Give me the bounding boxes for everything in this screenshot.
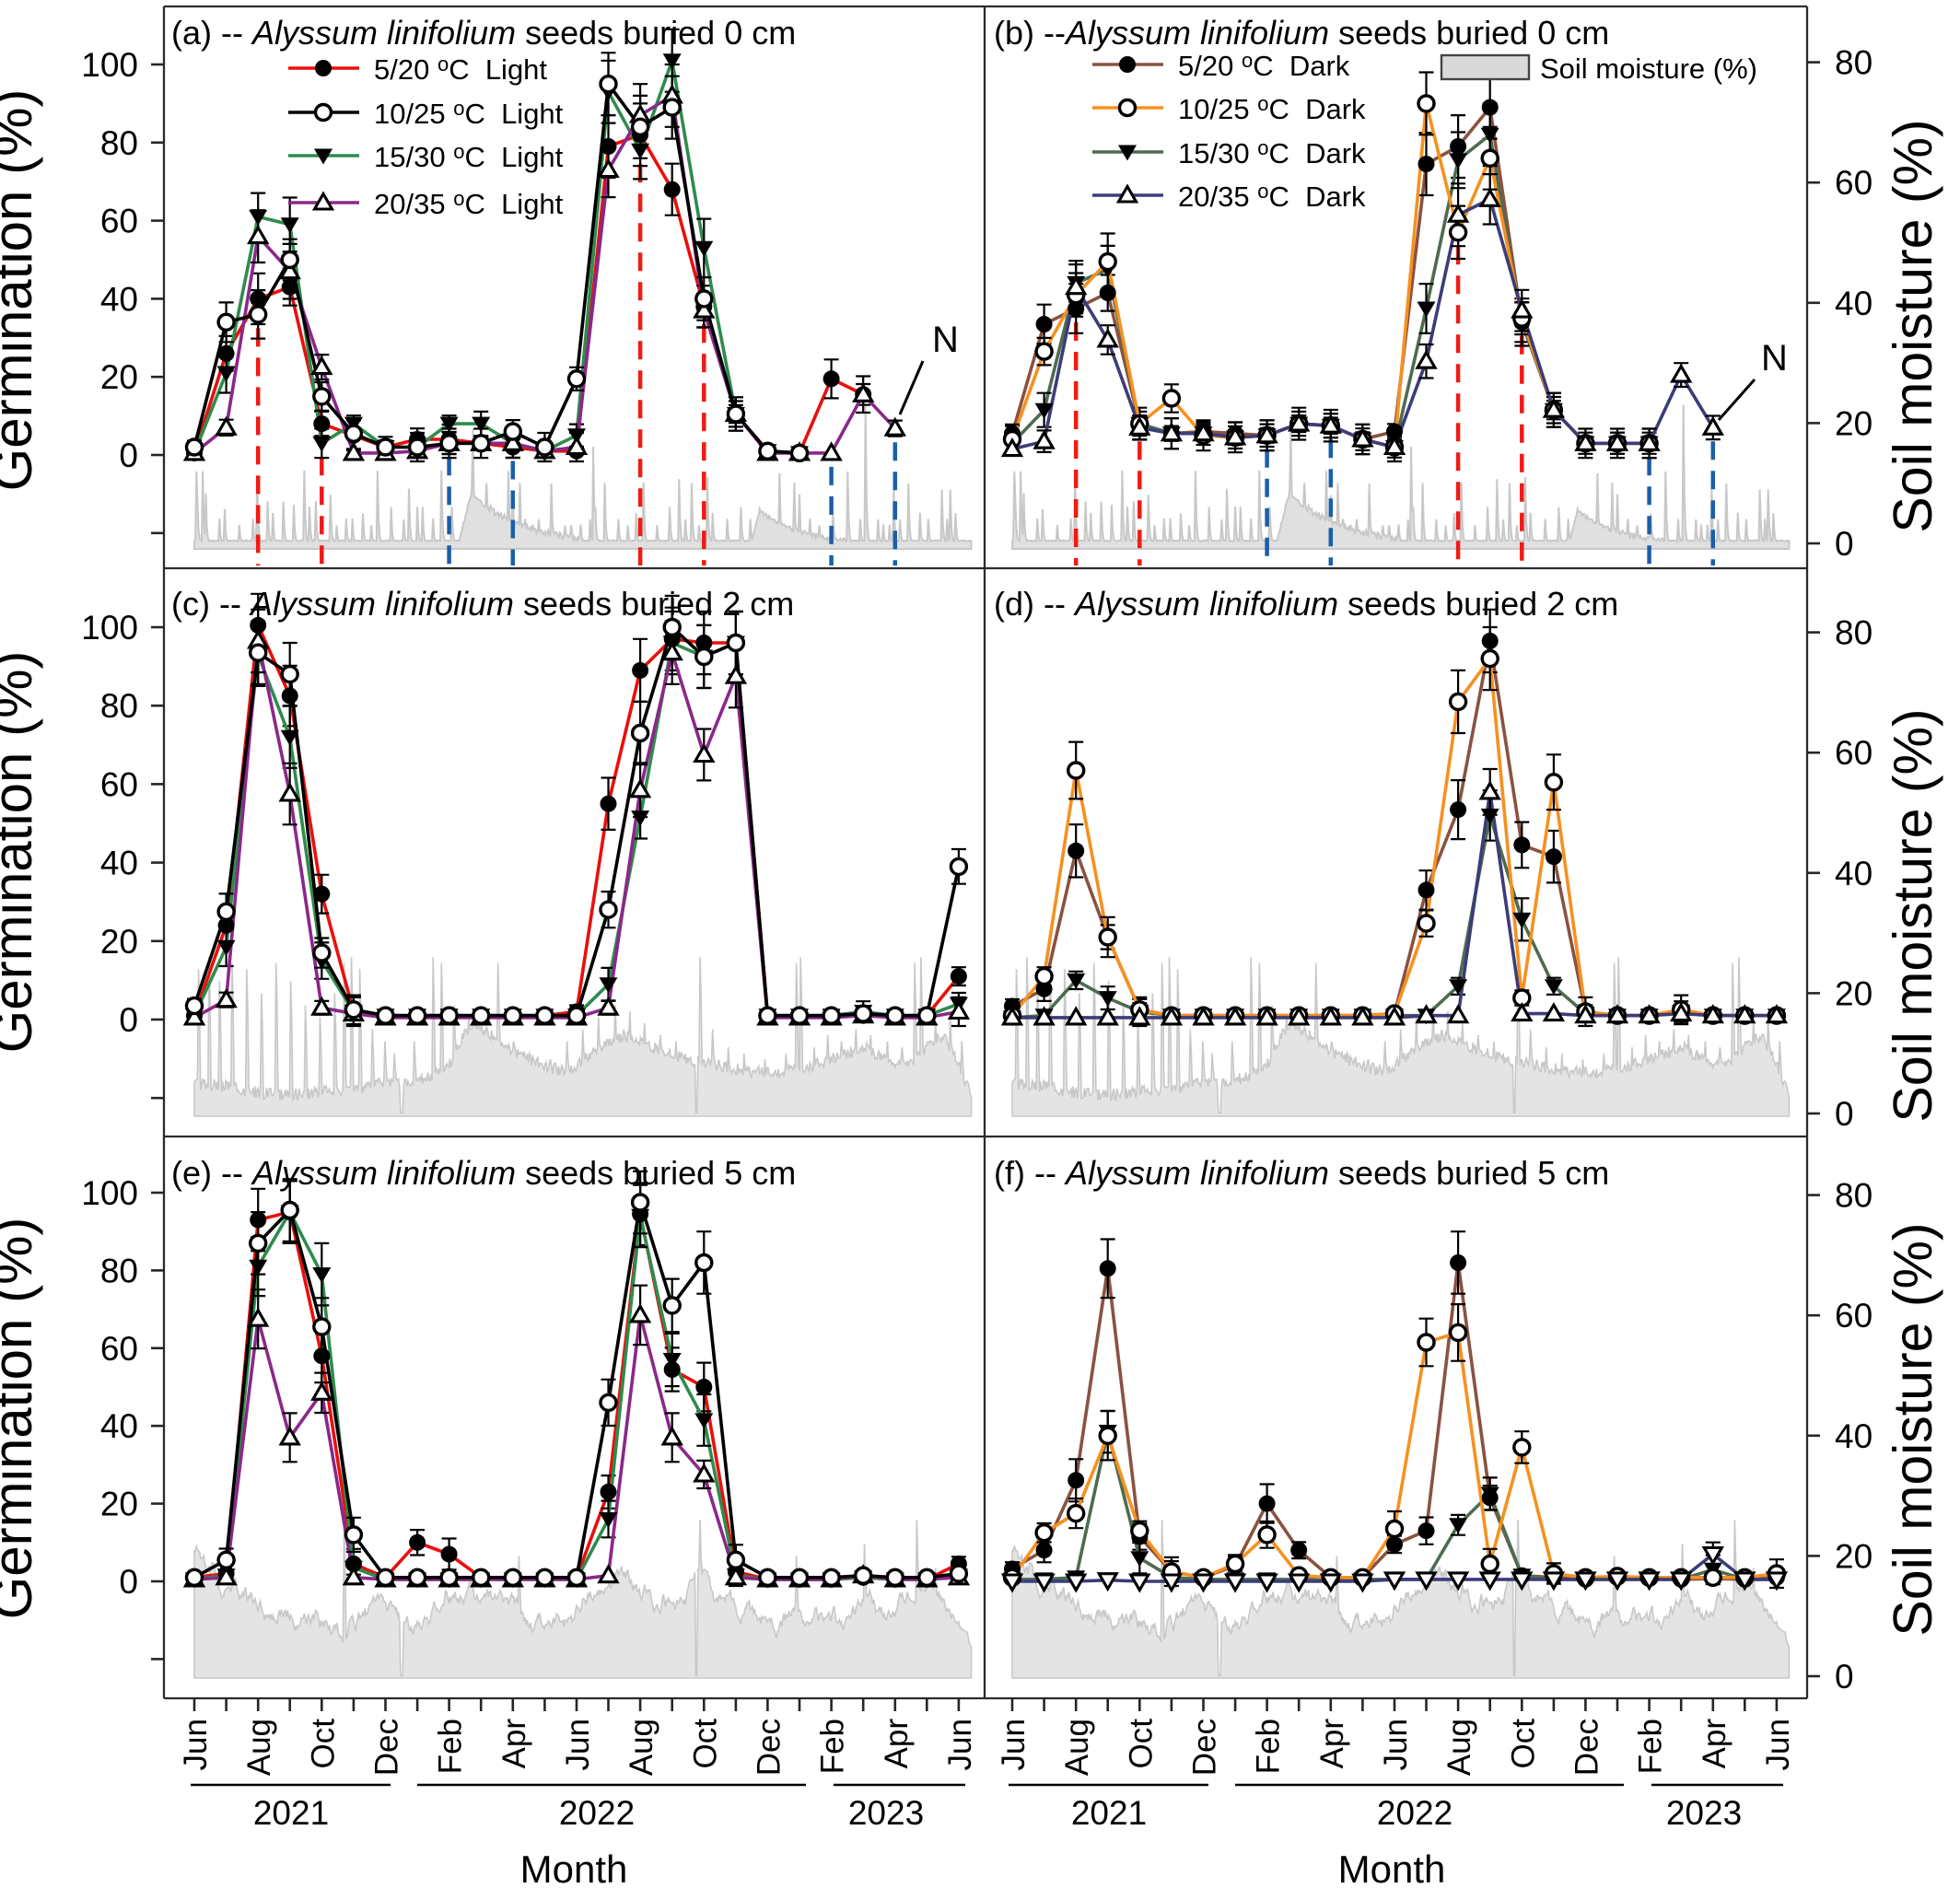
svg-text:Month: Month bbox=[1338, 1848, 1446, 1891]
svg-text:80: 80 bbox=[1835, 1177, 1872, 1215]
svg-text:N: N bbox=[1761, 338, 1788, 379]
svg-text:(b) --Alyssum linifolium seeds: (b) --Alyssum linifolium seeds buried 0 … bbox=[994, 14, 1609, 52]
svg-text:80: 80 bbox=[100, 687, 138, 725]
svg-text:(e) -- Alyssum linifolium seed: (e) -- Alyssum linifolium seeds buried 5… bbox=[171, 1154, 796, 1192]
svg-text:Germination (%): Germination (%) bbox=[0, 1218, 43, 1620]
svg-text:40: 40 bbox=[1835, 1417, 1872, 1455]
svg-text:Month: Month bbox=[520, 1848, 628, 1891]
svg-text:80: 80 bbox=[100, 1252, 138, 1289]
svg-text:Oct: Oct bbox=[1505, 1719, 1541, 1769]
svg-text:Oct: Oct bbox=[1123, 1719, 1159, 1769]
svg-text:(d) -- Alyssum linifolium seed: (d) -- Alyssum linifolium seeds buried 2… bbox=[994, 585, 1618, 623]
svg-text:Jun: Jun bbox=[560, 1719, 596, 1770]
svg-text:Jun: Jun bbox=[1378, 1719, 1414, 1770]
svg-text:Soil moisture (%): Soil moisture (%) bbox=[1540, 52, 1757, 85]
svg-text:(f) -- Alyssum linifolium seed: (f) -- Alyssum linifolium seeds buried 5… bbox=[994, 1154, 1609, 1192]
svg-text:Feb: Feb bbox=[433, 1719, 469, 1774]
svg-text:20: 20 bbox=[1835, 404, 1872, 442]
svg-text:Aug: Aug bbox=[624, 1719, 659, 1776]
svg-text:Dec: Dec bbox=[1569, 1719, 1604, 1776]
svg-text:40: 40 bbox=[1835, 855, 1872, 892]
svg-text:Aug: Aug bbox=[1441, 1719, 1477, 1776]
svg-text:Feb: Feb bbox=[815, 1719, 851, 1774]
svg-text:60: 60 bbox=[1835, 164, 1872, 202]
svg-text:Oct: Oct bbox=[687, 1719, 723, 1769]
svg-text:20: 20 bbox=[100, 358, 138, 396]
svg-text:Aug: Aug bbox=[241, 1719, 277, 1776]
svg-text:2023: 2023 bbox=[848, 1794, 924, 1832]
svg-text:20/35 oC Light: 20/35 oC Light bbox=[374, 187, 564, 220]
svg-text:60: 60 bbox=[100, 203, 138, 240]
svg-text:2021: 2021 bbox=[1071, 1794, 1147, 1832]
svg-text:(a) -- Alyssum linifolium seed: (a) -- Alyssum linifolium seeds buried 0… bbox=[171, 14, 796, 52]
svg-text:20: 20 bbox=[100, 923, 138, 961]
svg-text:100: 100 bbox=[81, 1174, 138, 1212]
svg-text:5/20 oC Light: 5/20 oC Light bbox=[374, 52, 547, 86]
svg-text:Feb: Feb bbox=[1251, 1719, 1287, 1774]
svg-text:2021: 2021 bbox=[253, 1794, 329, 1832]
svg-text:0: 0 bbox=[119, 1001, 138, 1039]
svg-text:Apr: Apr bbox=[879, 1719, 915, 1769]
svg-text:80: 80 bbox=[1835, 44, 1872, 82]
svg-text:60: 60 bbox=[100, 1330, 138, 1368]
svg-text:60: 60 bbox=[100, 765, 138, 803]
svg-text:100: 100 bbox=[81, 609, 138, 647]
svg-text:Jun: Jun bbox=[942, 1719, 978, 1770]
svg-text:Dec: Dec bbox=[369, 1719, 405, 1776]
svg-text:Apr: Apr bbox=[496, 1719, 532, 1769]
svg-text:40: 40 bbox=[100, 845, 138, 882]
svg-text:Soil moisture (%): Soil moisture (%) bbox=[1883, 708, 1943, 1122]
svg-text:2022: 2022 bbox=[1377, 1794, 1452, 1832]
svg-text:2023: 2023 bbox=[1666, 1794, 1742, 1832]
svg-text:Feb: Feb bbox=[1633, 1719, 1669, 1774]
svg-text:40: 40 bbox=[100, 1407, 138, 1445]
svg-text:40: 40 bbox=[1835, 285, 1872, 322]
svg-text:Apr: Apr bbox=[1697, 1719, 1732, 1769]
svg-text:15/30 oC Dark: 15/30 oC Dark bbox=[1178, 136, 1366, 169]
svg-text:60: 60 bbox=[1835, 734, 1872, 772]
svg-text:Dec: Dec bbox=[1187, 1719, 1223, 1776]
svg-text:Oct: Oct bbox=[305, 1719, 341, 1769]
svg-text:0: 0 bbox=[119, 1563, 138, 1601]
svg-text:10/25 oC Dark: 10/25 oC Dark bbox=[1178, 92, 1366, 125]
svg-text:Jun: Jun bbox=[178, 1719, 214, 1770]
svg-text:0: 0 bbox=[1835, 525, 1854, 563]
svg-text:Soil moisture (%): Soil moisture (%) bbox=[1883, 1222, 1943, 1636]
svg-text:2022: 2022 bbox=[559, 1794, 635, 1832]
svg-text:0: 0 bbox=[119, 437, 138, 474]
svg-text:20: 20 bbox=[100, 1486, 138, 1523]
svg-text:100: 100 bbox=[81, 46, 138, 84]
svg-text:0: 0 bbox=[1835, 1095, 1854, 1133]
svg-text:N: N bbox=[932, 320, 959, 360]
svg-text:Jun: Jun bbox=[996, 1719, 1032, 1770]
svg-text:5/20 oC Dark: 5/20 oC Dark bbox=[1178, 49, 1350, 82]
svg-text:80: 80 bbox=[1835, 614, 1872, 652]
svg-text:Germination (%): Germination (%) bbox=[0, 89, 43, 492]
svg-text:Soil moisture (%): Soil moisture (%) bbox=[1883, 119, 1943, 532]
svg-text:20: 20 bbox=[1835, 974, 1872, 1012]
svg-text:Apr: Apr bbox=[1314, 1719, 1350, 1769]
svg-text:Aug: Aug bbox=[1059, 1719, 1095, 1776]
svg-text:Dec: Dec bbox=[751, 1719, 787, 1776]
svg-text:60: 60 bbox=[1835, 1297, 1872, 1335]
svg-text:20: 20 bbox=[1835, 1537, 1872, 1575]
svg-text:0: 0 bbox=[1835, 1658, 1854, 1696]
svg-text:40: 40 bbox=[100, 280, 138, 318]
svg-text:80: 80 bbox=[100, 124, 138, 162]
svg-text:10/25 oC Light: 10/25 oC Light bbox=[374, 97, 564, 130]
svg-text:15/30 oC Light: 15/30 oC Light bbox=[374, 140, 564, 173]
svg-text:Jun: Jun bbox=[1760, 1719, 1796, 1770]
svg-text:20/35 oC Dark: 20/35 oC Dark bbox=[1178, 180, 1366, 213]
svg-text:(c) -- Alyssum linifolium seed: (c) -- Alyssum linifolium seeds buried 2… bbox=[171, 585, 794, 623]
svg-text:Germination (%): Germination (%) bbox=[0, 651, 43, 1054]
